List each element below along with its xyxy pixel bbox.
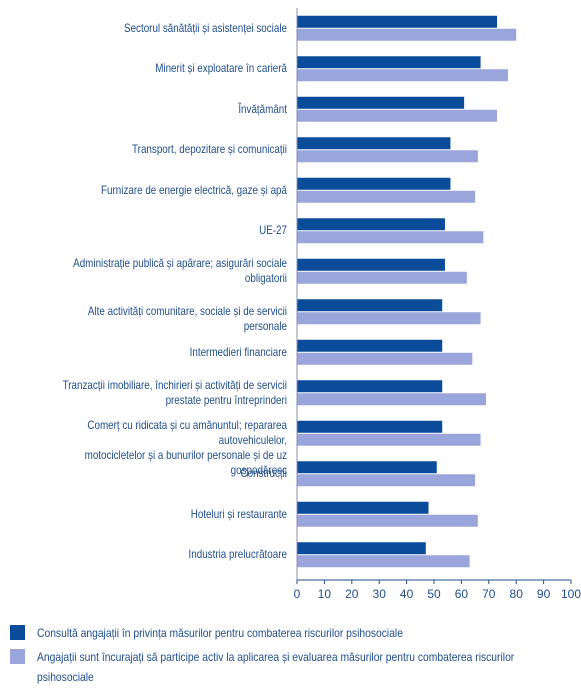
- x-tick-label-8: 80: [510, 587, 524, 601]
- bar-1-5: [297, 218, 445, 231]
- bar-1-3: [297, 137, 451, 150]
- bar-chart: 0 10 20 30 40 50 60 70 80 90 100: [294, 8, 581, 601]
- x-tick-label-0: 0: [294, 587, 301, 601]
- bar-2-9: [297, 393, 487, 406]
- bar-1-7: [297, 299, 443, 312]
- x-tick-label-6: 60: [455, 587, 469, 601]
- category-label-13: Industria prelucrătoare: [52, 547, 287, 562]
- category-label-7-line-0: Alte activități comunitare, sociale și d…: [87, 304, 287, 334]
- category-label-3: Transport, depozitare și comunicații: [52, 142, 287, 157]
- bar-2-12: [297, 514, 478, 527]
- x-tick-label-10: 100: [561, 587, 581, 601]
- bar-2-3: [297, 150, 478, 163]
- category-label-1-line-0: Minerit și exploatare în carieră: [155, 61, 287, 76]
- category-label-13-line-0: Industria prelucrătoare: [188, 547, 287, 562]
- category-label-2-line-0: Învățământ: [238, 101, 287, 116]
- bar-1-10: [297, 420, 443, 433]
- bar-2-1: [297, 69, 508, 82]
- x-tick-label-5: 50: [427, 587, 441, 601]
- category-label-0: Sectorul sănătății și asistenței sociale: [52, 21, 287, 36]
- legend-swatch-series-1: [10, 625, 25, 640]
- legend-label-series-1: Consultă angajații în privința măsurilor…: [37, 626, 403, 640]
- category-label-12: Hoteluri și restaurante: [52, 507, 287, 522]
- category-label-11-line-0: Construcții: [240, 466, 287, 481]
- category-label-5: UE-27: [52, 223, 287, 238]
- category-label-6: Administrație publică și apărare; asigur…: [52, 256, 287, 286]
- x-tick-label-4: 40: [400, 587, 414, 601]
- legend-swatch-series-2: [10, 649, 25, 664]
- category-label-12-line-0: Hoteluri și restaurante: [190, 506, 287, 521]
- category-label-6-line-0: Administrație publică și apărare; asigur…: [73, 256, 287, 271]
- bar-2-0: [297, 28, 517, 41]
- bar-1-6: [297, 258, 445, 271]
- bar-2-2: [297, 109, 498, 122]
- bar-2-8: [297, 352, 473, 365]
- category-label-8-line-0: Intermedieri financiare: [189, 344, 287, 359]
- bar-2-10: [297, 433, 481, 446]
- bar-2-6: [297, 271, 467, 284]
- category-label-10-line-0: Comerț cu ridicata și cu amănuntul; repa…: [87, 418, 287, 448]
- category-label-10: Comerț cu ridicata și cu amănuntul; repa…: [52, 418, 287, 478]
- category-label-6-line-1: obligatorii: [244, 271, 287, 286]
- category-label-1: Minerit și exploatare în carieră: [52, 61, 287, 76]
- bar-1-2: [297, 96, 465, 109]
- category-label-7: Alte activități comunitare, sociale și d…: [52, 304, 287, 334]
- category-label-10-line-1: motocicletelor și a bunurilor personale …: [84, 448, 288, 478]
- legend-label-series-2-line-2: psihosociale: [37, 670, 94, 684]
- category-label-2: Învățământ: [52, 102, 287, 117]
- bar-2-11: [297, 474, 476, 487]
- category-label-5-line-0: UE-27: [259, 223, 287, 238]
- legend-text-series-1: Consultă angajații în privința măsurilor…: [37, 623, 519, 643]
- x-tick-label-1: 10: [318, 587, 332, 601]
- category-label-8: Intermedieri financiare: [52, 345, 287, 360]
- bar-1-11: [297, 461, 437, 474]
- bar-2-4: [297, 190, 476, 203]
- bar-1-9: [297, 380, 443, 393]
- bar-1-4: [297, 177, 451, 190]
- category-label-0-line-0: Sectorul sănătății și asistenței sociale: [123, 20, 287, 35]
- category-label-9-line-1: prestate pentru întreprinderi: [165, 392, 287, 407]
- category-label-4-line-0: Furnizare de energie electrică, gaze și …: [101, 182, 287, 197]
- legend-text-series-2: Angajații sunt încurajați să participe a…: [37, 647, 519, 687]
- category-label-11: Construcții: [52, 466, 287, 481]
- category-label-3-line-0: Transport, depozitare și comunicații: [132, 142, 287, 157]
- bar-2-5: [297, 231, 484, 244]
- bar-1-8: [297, 339, 443, 352]
- bar-1-12: [297, 501, 429, 514]
- legend-label-series-2-line-1: Angajații sunt încurajați să participe a…: [37, 650, 515, 664]
- bar-2-13: [297, 555, 470, 568]
- category-label-4: Furnizare de energie electrică, gaze și …: [52, 183, 287, 198]
- x-tick-label-2: 20: [345, 587, 359, 601]
- x-tick-label-3: 30: [373, 587, 387, 601]
- bar-1-1: [297, 56, 481, 69]
- x-tick-label-7: 70: [482, 587, 496, 601]
- bar-1-13: [297, 542, 426, 555]
- bar-1-0: [297, 15, 498, 28]
- x-tick-label-9: 90: [537, 587, 551, 601]
- category-label-9-line-0: Tranzacții imobiliare, închirieri și act…: [62, 377, 288, 392]
- bar-2-7: [297, 312, 481, 325]
- legend: Consultă angajații în privința măsurilor…: [10, 623, 575, 693]
- category-label-9: Tranzacții imobiliare, închirieri și act…: [52, 378, 287, 408]
